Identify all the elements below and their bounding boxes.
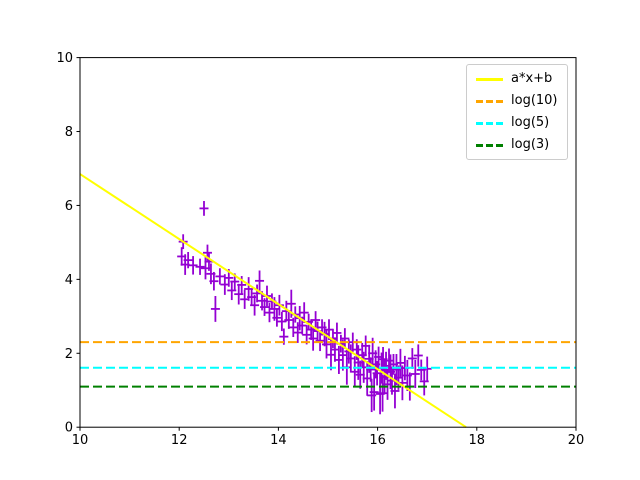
- legend-entry-fit-line: a*x+b: [476, 70, 558, 88]
- legend: a*x+b log(10) log(5) log(3): [466, 64, 568, 160]
- y-tick-label: 8: [65, 125, 73, 140]
- legend-line-sample-log5: [476, 121, 503, 125]
- x-tick-label: 10: [72, 433, 89, 448]
- legend-label-log5: log(5): [511, 115, 550, 130]
- y-tick-label: 2: [65, 347, 73, 362]
- legend-entry-log3: log(3): [476, 136, 558, 154]
- y-tick-label: 10: [56, 51, 73, 66]
- y-tick-label: 4: [65, 273, 73, 288]
- legend-line-sample-log10: [476, 99, 503, 103]
- y-axis: 0 2 4 6 8 10: [56, 51, 80, 436]
- x-tick-label: 20: [568, 433, 585, 448]
- x-tick-label: 18: [469, 433, 486, 448]
- legend-label-log3: log(3): [511, 137, 550, 152]
- legend-label-fit: a*x+b: [511, 71, 553, 86]
- legend-line-sample-log3: [476, 143, 503, 147]
- reference-hlines: [80, 341, 576, 388]
- x-tick-label: 12: [171, 433, 188, 448]
- axes-frame: [79, 57, 577, 428]
- y-tick-label: 0: [65, 421, 73, 436]
- x-tick-label: 14: [270, 433, 287, 448]
- fit-line: [79, 173, 467, 429]
- legend-entry-log10: log(10): [476, 92, 558, 110]
- x-axis: 10 12 14 16 18 20: [72, 427, 585, 448]
- error-bars: [177, 201, 432, 415]
- legend-label-log10: log(10): [511, 93, 558, 108]
- y-tick-label: 6: [65, 199, 73, 214]
- legend-line-sample-fit: [476, 77, 503, 81]
- x-tick-label: 16: [369, 433, 386, 448]
- axes-spines: [79, 57, 577, 428]
- legend-entry-log5: log(5): [476, 114, 558, 132]
